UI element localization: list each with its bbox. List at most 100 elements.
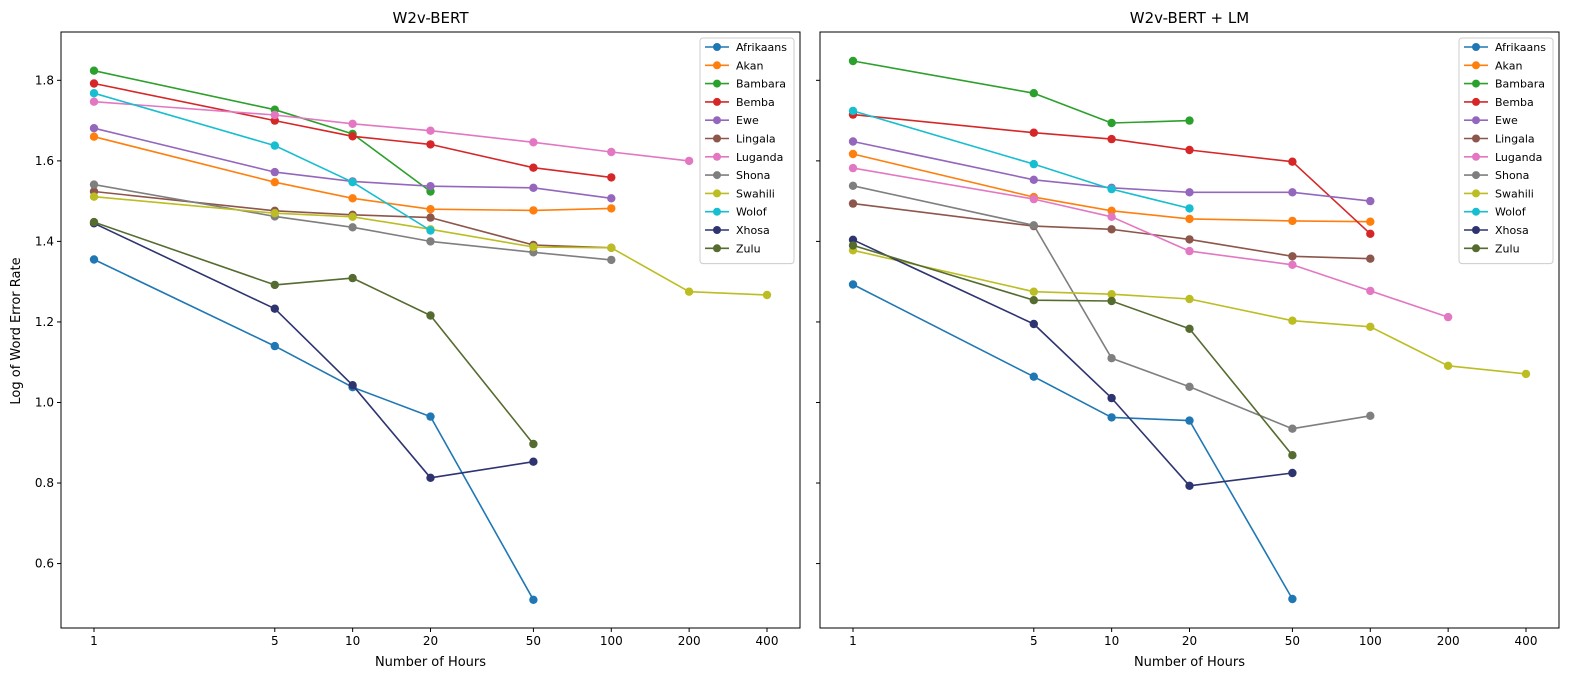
series-zulu xyxy=(848,241,1297,460)
legend-item-lingala: Lingala xyxy=(1464,133,1535,146)
point-shona xyxy=(1029,221,1039,230)
series-ewe xyxy=(848,137,1375,206)
legend-swatch-marker xyxy=(713,97,721,106)
legend-item-akan: Akan xyxy=(1464,59,1522,72)
point-wolof xyxy=(89,89,99,98)
legend-label: Bemba xyxy=(1495,96,1534,109)
point-xhosa xyxy=(1185,481,1194,490)
y-tick-label: 1.8 xyxy=(35,73,54,87)
series-zulu xyxy=(89,217,538,449)
point-bemba xyxy=(1029,128,1039,137)
x-tick-label: 50 xyxy=(1285,634,1300,648)
point-lingala xyxy=(1185,235,1194,244)
legend-swatch-marker xyxy=(1472,244,1480,253)
point-luganda xyxy=(1443,312,1453,322)
series-afrikaans xyxy=(848,280,1297,604)
legend-swatch-marker xyxy=(1472,152,1480,161)
x-tick-label: 200 xyxy=(678,634,701,648)
legend-label: Afrikaans xyxy=(736,41,787,54)
legend-swatch-marker xyxy=(1472,116,1480,125)
legend-label: Shona xyxy=(736,169,770,182)
legend-swatch-marker xyxy=(1472,79,1480,88)
series-wolof xyxy=(89,89,435,235)
x-tick-label: 1 xyxy=(849,634,857,648)
y-tick-label: 0.8 xyxy=(35,476,54,490)
legend-swatch-marker xyxy=(713,134,721,143)
point-zulu xyxy=(270,280,279,290)
legend-label: Afrikaans xyxy=(1495,41,1546,54)
point-ewe xyxy=(1366,196,1375,206)
point-xhosa xyxy=(529,457,538,466)
legend: Afrikaans Akan Bambara Bemba Ewe Lingala Lugan… xyxy=(1458,37,1554,265)
point-luganda xyxy=(348,119,357,128)
point-shona xyxy=(607,255,616,265)
point-ewe xyxy=(426,182,435,191)
plot-frame xyxy=(60,31,801,629)
point-akan xyxy=(607,204,616,213)
legend-label: Bambara xyxy=(736,78,786,91)
legend-swatch-marker xyxy=(713,171,721,180)
legend-box xyxy=(699,37,795,265)
legend-swatch-marker xyxy=(713,152,721,161)
point-shona xyxy=(848,181,858,190)
point-ewe xyxy=(89,124,99,133)
point-zulu xyxy=(529,439,538,449)
point-shona xyxy=(426,237,435,246)
x-axis-title: Number of Hours xyxy=(1134,655,1245,670)
legend-label: Bambara xyxy=(1495,78,1545,91)
point-ewe xyxy=(607,194,616,203)
point-xhosa xyxy=(1107,393,1116,403)
legend-item-wolof: Wolof xyxy=(1464,206,1527,219)
point-swahili xyxy=(529,242,538,252)
point-wolof xyxy=(348,178,357,187)
series-wolof xyxy=(848,106,1194,213)
point-swahili xyxy=(348,212,357,221)
point-lingala xyxy=(1288,252,1297,261)
point-wolof xyxy=(426,226,435,235)
y-tick-label: 1.0 xyxy=(35,395,54,409)
point-bambara xyxy=(1107,118,1116,128)
y-axis-title: Log of Word Error Rate xyxy=(9,257,24,404)
legend: Afrikaans Akan Bambara Bemba Ewe Lingala Lugan… xyxy=(699,37,795,265)
legend-label: Luganda xyxy=(736,151,783,164)
y-tick-label: 1.4 xyxy=(35,234,54,248)
point-lingala xyxy=(1366,254,1375,263)
point-bemba xyxy=(89,79,99,88)
point-shona xyxy=(1107,354,1116,363)
y-tick-label: 1.6 xyxy=(35,154,54,168)
legend-item-afrikaans: Afrikaans xyxy=(705,41,787,54)
legend-label: Xhosa xyxy=(1495,224,1529,237)
point-swahili xyxy=(1288,316,1297,325)
x-tick-label: 1 xyxy=(90,634,98,648)
series-line-bemba xyxy=(852,113,1371,235)
point-ewe xyxy=(529,183,538,192)
legend-item-wolof: Wolof xyxy=(705,206,768,219)
point-bemba xyxy=(348,132,357,141)
series-line-shona xyxy=(852,185,1371,430)
series-akan xyxy=(848,149,1375,226)
point-afrikaans xyxy=(529,595,538,604)
point-xhosa xyxy=(270,304,279,313)
series-line-akan xyxy=(93,135,612,212)
x-tick-label: 20 xyxy=(1182,634,1197,648)
legend-item-bambara: Bambara xyxy=(705,78,786,91)
point-ewe xyxy=(270,167,279,177)
point-wolof xyxy=(270,141,279,150)
point-wolof xyxy=(1107,184,1116,194)
legend-swatch-marker xyxy=(1472,97,1480,106)
point-lingala xyxy=(848,199,858,208)
legend-swatch-marker xyxy=(713,244,721,253)
series-xhosa xyxy=(848,235,1297,490)
x-tick-label: 5 xyxy=(271,634,279,648)
point-xhosa xyxy=(1288,468,1297,478)
point-zulu xyxy=(426,311,435,320)
legend-swatch-marker xyxy=(1472,61,1480,70)
legend-item-ewe: Ewe xyxy=(705,114,759,127)
point-afrikaans xyxy=(1029,372,1039,381)
legend-label: Shona xyxy=(1495,169,1529,182)
point-swahili xyxy=(607,243,616,252)
series-luganda xyxy=(848,163,1453,322)
legend-label: Ewe xyxy=(1495,114,1518,127)
point-swahili xyxy=(270,209,279,218)
